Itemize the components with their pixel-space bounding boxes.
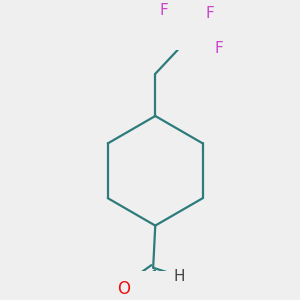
Text: F: F: [206, 6, 214, 21]
Text: F: F: [214, 41, 223, 56]
Text: H: H: [174, 269, 185, 284]
Text: O: O: [117, 280, 130, 298]
Text: F: F: [159, 3, 168, 18]
